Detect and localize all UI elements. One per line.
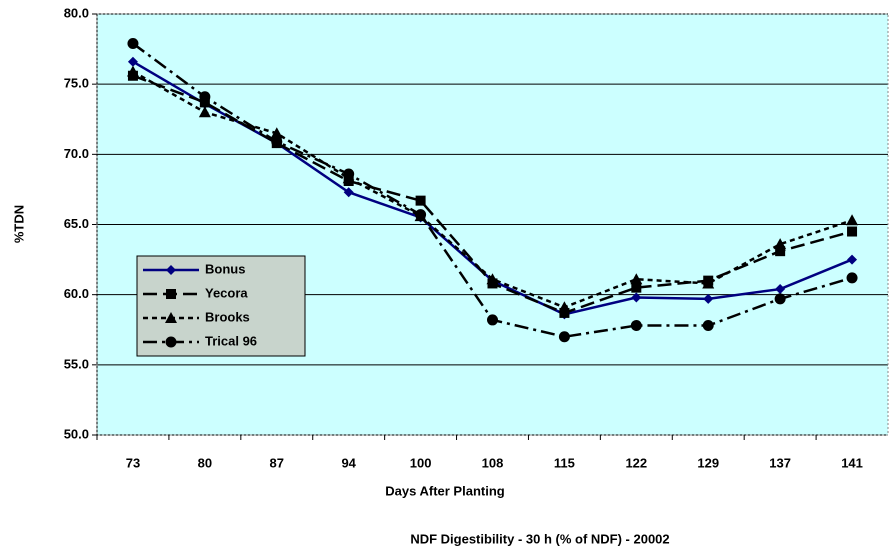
- marker: [271, 136, 283, 148]
- x-tick-label: 73: [126, 455, 140, 470]
- x-tick-label: 94: [341, 455, 356, 470]
- marker: [199, 91, 211, 103]
- legend-marker: [165, 312, 177, 323]
- marker: [846, 214, 859, 226]
- marker: [559, 307, 570, 318]
- legend-box: [136, 255, 306, 357]
- marker: [775, 246, 786, 257]
- marker: [631, 292, 642, 303]
- x-tick-label: 137: [769, 455, 791, 470]
- y-tick-label: 55.0: [64, 356, 89, 371]
- y-tick-label: 65.0: [64, 216, 89, 231]
- x-tick-label: 129: [697, 455, 719, 470]
- x-tick-label: 122: [625, 455, 647, 470]
- x-axis-label: Days After Planting: [385, 483, 504, 498]
- legend-marker: [166, 289, 176, 299]
- legend-label: Brooks: [205, 309, 250, 324]
- marker: [703, 293, 714, 304]
- marker: [126, 65, 139, 77]
- marker: [631, 282, 642, 293]
- marker: [270, 127, 283, 139]
- marker: [127, 37, 139, 49]
- marker: [630, 320, 642, 332]
- plot-border: [96, 13, 889, 436]
- x-tick-label: 100: [410, 455, 432, 470]
- y-tick-label: 50.0: [64, 426, 89, 441]
- marker: [343, 168, 355, 180]
- marker: [846, 272, 858, 284]
- marker: [558, 301, 571, 313]
- marker: [702, 277, 715, 289]
- marker: [127, 56, 138, 67]
- marker: [847, 254, 858, 265]
- chart-title: NDF Digestibility - 30 h (% of NDF) - 20…: [410, 531, 669, 546]
- marker: [486, 273, 499, 285]
- legend-label: Yecora: [205, 285, 248, 300]
- marker: [774, 238, 787, 250]
- legend-label: Trical 96: [205, 333, 257, 348]
- marker: [774, 293, 786, 305]
- marker: [630, 273, 643, 285]
- x-tick-label: 115: [554, 455, 575, 470]
- y-tick-label: 70.0: [64, 146, 89, 161]
- marker: [198, 106, 211, 118]
- marker: [775, 284, 786, 295]
- marker: [487, 314, 498, 326]
- legend-marker: [165, 336, 177, 348]
- marker: [558, 331, 570, 343]
- marker: [199, 97, 210, 108]
- legend-marker: [166, 265, 176, 275]
- marker: [343, 187, 354, 198]
- x-tick-label: 141: [841, 455, 863, 470]
- y-axis-label: %TDN: [11, 205, 26, 243]
- y-tick-label: 60.0: [64, 286, 89, 301]
- y-tick-label: 80.0: [64, 5, 89, 20]
- marker: [415, 209, 427, 221]
- x-tick-label: 108: [482, 455, 504, 470]
- x-tick-label: 87: [270, 455, 284, 470]
- y-tick-label: 75.0: [64, 76, 89, 91]
- marker: [702, 320, 714, 332]
- marker: [415, 195, 426, 206]
- legend-label: Bonus: [205, 261, 245, 276]
- marker: [847, 226, 858, 237]
- x-tick-label: 80: [198, 455, 212, 470]
